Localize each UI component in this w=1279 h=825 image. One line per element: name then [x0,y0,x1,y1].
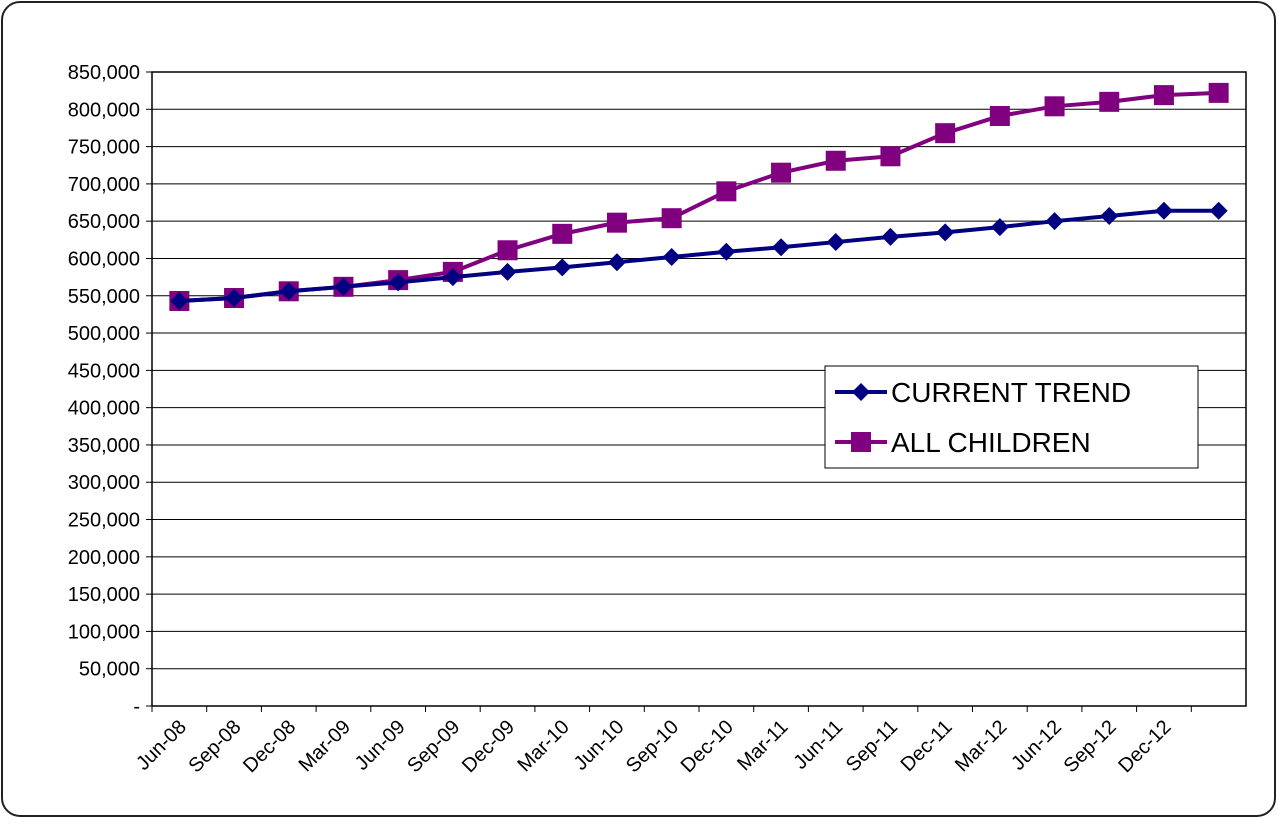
data-point [1153,85,1174,106]
data-point [1154,201,1173,220]
data-point [990,218,1009,237]
data-point [497,240,518,261]
data-point [662,247,681,266]
y-tick-label: - [133,696,140,718]
y-tick-label: 150,000 [68,584,140,606]
legend-marker [852,383,870,401]
data-point [552,223,573,244]
data-point [1100,206,1119,225]
series-line [179,208,1219,303]
y-tick-label: 550,000 [68,286,140,308]
legend-label: ALL CHILDREN [891,427,1091,458]
data-point [1045,212,1064,231]
data-point [989,106,1010,127]
y-tick-label: 250,000 [68,510,140,532]
data-point [716,181,737,202]
y-tick-label: 400,000 [68,398,140,420]
data-point [771,162,792,183]
data-point [279,282,298,301]
data-point [170,291,189,310]
data-point [881,227,900,246]
data-point [772,238,791,257]
data-point [553,258,572,277]
data-point [1208,82,1229,103]
y-tick-label: 850,000 [68,62,140,84]
data-point [717,242,736,261]
data-point [334,277,353,296]
y-tick-label: 600,000 [68,248,140,270]
data-point [825,150,846,171]
legend-label: CURRENT TREND [891,377,1131,408]
y-tick-label: 500,000 [68,323,140,345]
data-point [225,289,244,308]
data-point [607,253,626,272]
y-tick-label: 750,000 [68,137,140,159]
data-point [1044,96,1065,117]
data-point [443,268,462,287]
legend-box [824,365,1199,469]
y-tick-label: 800,000 [68,99,140,121]
data-point [1099,91,1120,112]
legend-marker [851,432,871,452]
data-point [880,146,901,167]
data-point [826,233,845,252]
y-tick-label: 300,000 [68,472,140,494]
data-point [661,208,682,229]
y-tick-label: 650,000 [68,211,140,233]
data-point [1209,201,1228,220]
data-point [935,123,956,144]
data-point [498,262,517,281]
y-tick-label: 350,000 [68,435,140,457]
y-tick-label: 700,000 [68,174,140,196]
y-tick-label: 200,000 [68,547,140,569]
data-point [936,223,955,242]
data-point [389,273,408,292]
y-tick-label: 50,000 [79,659,140,681]
y-tick-label: 450,000 [68,360,140,382]
data-point [606,212,627,233]
y-tick-label: 100,000 [68,621,140,643]
